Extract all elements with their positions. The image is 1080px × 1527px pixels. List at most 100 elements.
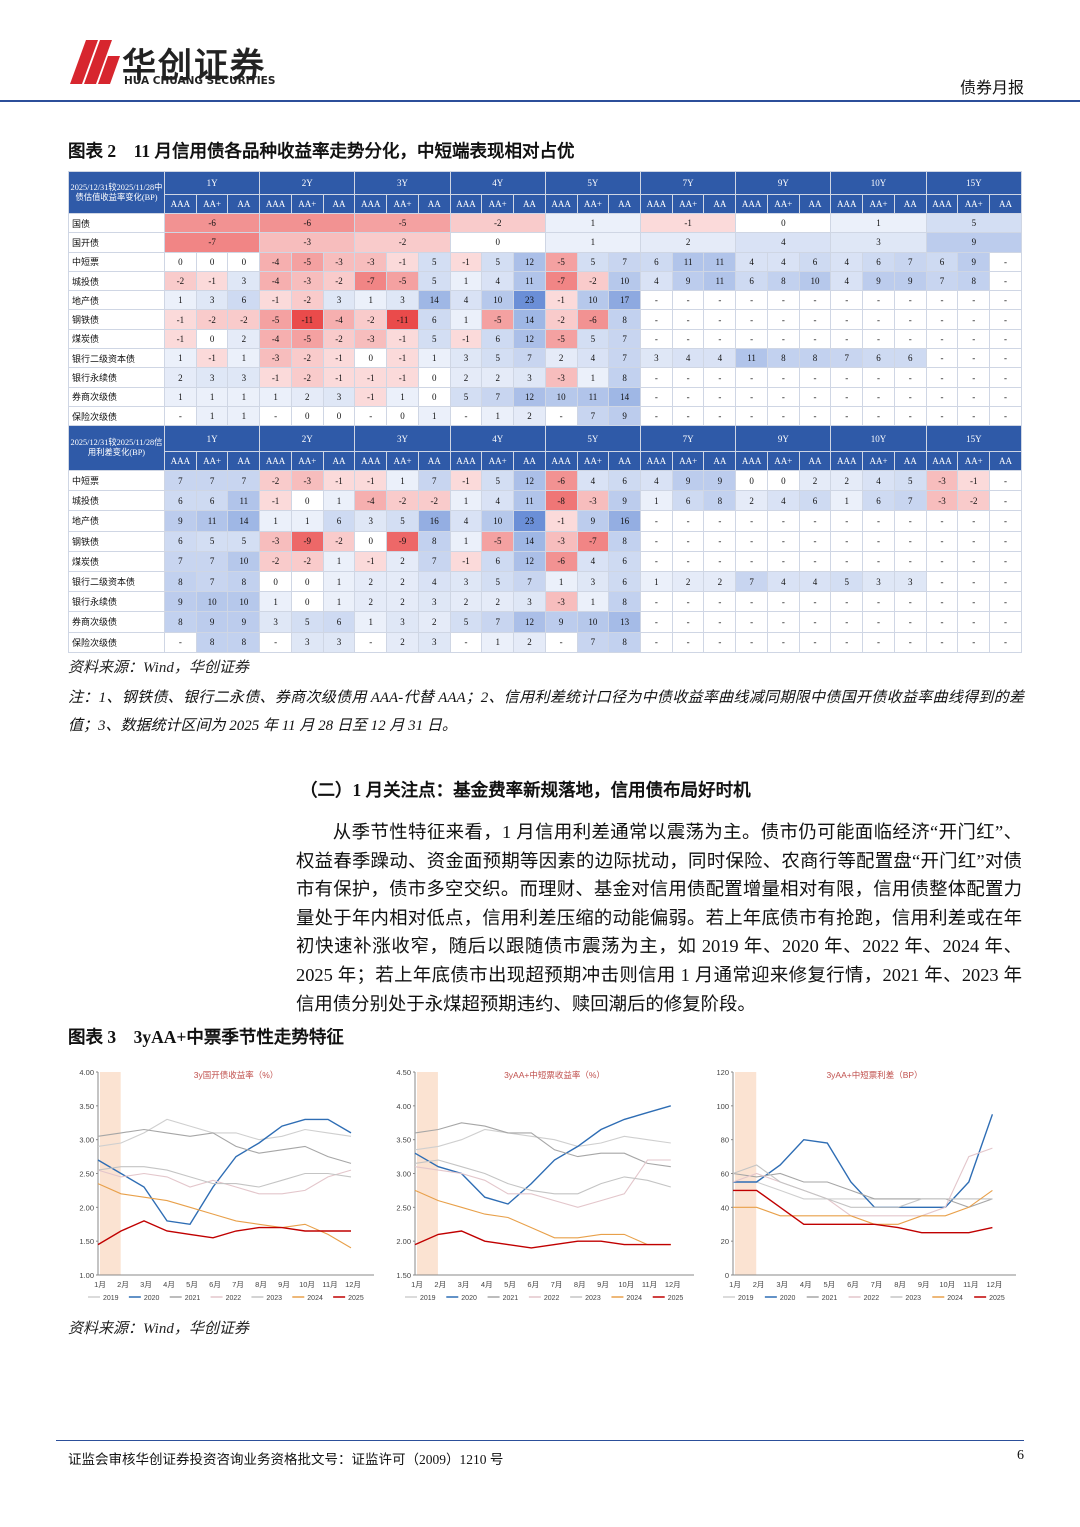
tenor: 4Y [449,425,546,452]
legend-label: 2024 [947,1295,963,1302]
paragraph: 从季节性特征来看，1 月信用利差通常以震荡为主。债市仍可能面临经济“开门红”、权… [296,822,1022,1014]
cell: -1 [544,290,578,311]
cell: 5 [481,251,515,272]
grade: AA+ [195,194,229,214]
cell: 6 [862,348,895,369]
grade: AAA [259,451,292,471]
row-label: 地产债 [68,510,165,532]
cell: 3 [862,570,895,593]
x-tick-label: 2月 [753,1280,765,1289]
doc-type: 债券月报 [959,80,1024,97]
cell: -3 [290,469,324,492]
cell: -1 [195,270,229,292]
legend-label: 2022 [544,1295,560,1302]
x-tick-label: 6月 [209,1280,221,1289]
cell: - [798,290,832,311]
cell: 1 [449,309,483,330]
cell: -3 [354,251,388,272]
cell: 12 [513,611,546,633]
tenor: 5Y [544,425,642,452]
cell: 2 [513,405,546,427]
cell: - [925,367,959,388]
cell: 0 [354,530,388,552]
cell: 5 [386,510,419,532]
cell: 1 [544,570,578,593]
data-row: 银行永续债 9 10 10 1 0 1 2 2 3 2 2 3 -3 1 8- - - - - - - - - - - - [68,591,1022,613]
cell: - [925,591,959,613]
cell: -3 [925,490,959,512]
cell: -3 [544,530,578,552]
cell: -1 [386,328,419,350]
legend-label: 2025 [989,1295,1005,1302]
cell: 1 [227,348,261,369]
cell: 7 [608,328,642,350]
cell: 7 [195,550,229,572]
cell: 16 [417,510,451,532]
source: 资料来源：Wind，华创证券 [68,1321,249,1337]
grade: AA+ [576,451,610,471]
cell: 10 [195,591,229,613]
cell: 2 [386,550,419,572]
legend-label: 2021 [503,1295,519,1302]
grade: AA [608,194,642,214]
cell: - [671,631,705,653]
cell: - [735,290,768,311]
cell: 4 [481,270,515,292]
y-tick-label: 0 [725,1271,729,1280]
cell: - [703,405,737,427]
grade: AA [227,451,261,471]
legend-label: 2022 [864,1295,880,1302]
cell: 11 [703,251,737,272]
series-line [733,1114,994,1208]
cell: -1 [322,348,356,369]
cell: -2 [259,469,292,492]
cell: -1 [322,469,356,492]
cell: 10 [544,386,578,407]
cell: - [798,591,832,613]
cell: 9 [671,270,705,292]
cell: -8 [544,490,578,512]
legend-label: 2023 [266,1295,282,1302]
cell: - [989,490,1022,512]
cell: - [703,550,737,572]
cell: - [957,611,991,633]
cell: - [798,550,832,572]
data-row: 券商次级债 8 9 9 3 5 6 1 3 2 5 7 12 9 10 13- - - - - - - - - - - - [68,611,1022,633]
section-heading: （二）1 月关注点：基金费率新规落地，信用债布局好时机 [300,780,751,800]
cell: - [862,290,895,311]
x-tick-label: 3月 [776,1280,788,1289]
row-label: 保险次级债 [68,405,165,427]
cell: 2 [417,611,451,633]
cell: - [449,631,483,653]
line-chart: 1.50 2.00 2.50 3.00 3.50 4.00 4.50 1月 2月 3月 4月 5月 6月… [396,1068,694,1302]
grade: AAA [735,194,768,214]
cell: 4 [576,469,610,492]
cell: - [735,550,768,572]
grade: AAA [544,194,578,214]
cell: -2 [354,232,451,253]
cell: 2 [164,367,197,388]
row-label: 银行永续债 [68,367,165,388]
cell: -4 [259,270,292,292]
cell: -1 [386,367,419,388]
cell: 16 [608,510,642,532]
cell: 2 [386,570,419,593]
cell: 5 [227,530,261,552]
cell: 9 [671,469,705,492]
cell: 3 [322,386,356,407]
tenor: 1Y [163,425,261,452]
series-line [97,1118,352,1226]
tenor: 7Y [640,171,737,195]
cell: 6 [798,490,832,512]
cell: 1 [164,348,197,369]
cell: - [766,510,800,532]
cell: - [735,405,768,427]
cell: 7 [608,348,642,369]
cell: -2 [195,309,229,330]
cell: - [989,570,1022,593]
cell: - [957,591,991,613]
cell: -5 [544,328,578,350]
data-row: 银行二级资本债 1 -1 1 -3 -2 -1 0 -1 1 3 5 7 2 4 7 3 4 4 11 8 8 7 6 6- - - [68,348,1022,369]
cell: - [640,550,673,572]
row-label: 券商次级债 [68,386,165,407]
